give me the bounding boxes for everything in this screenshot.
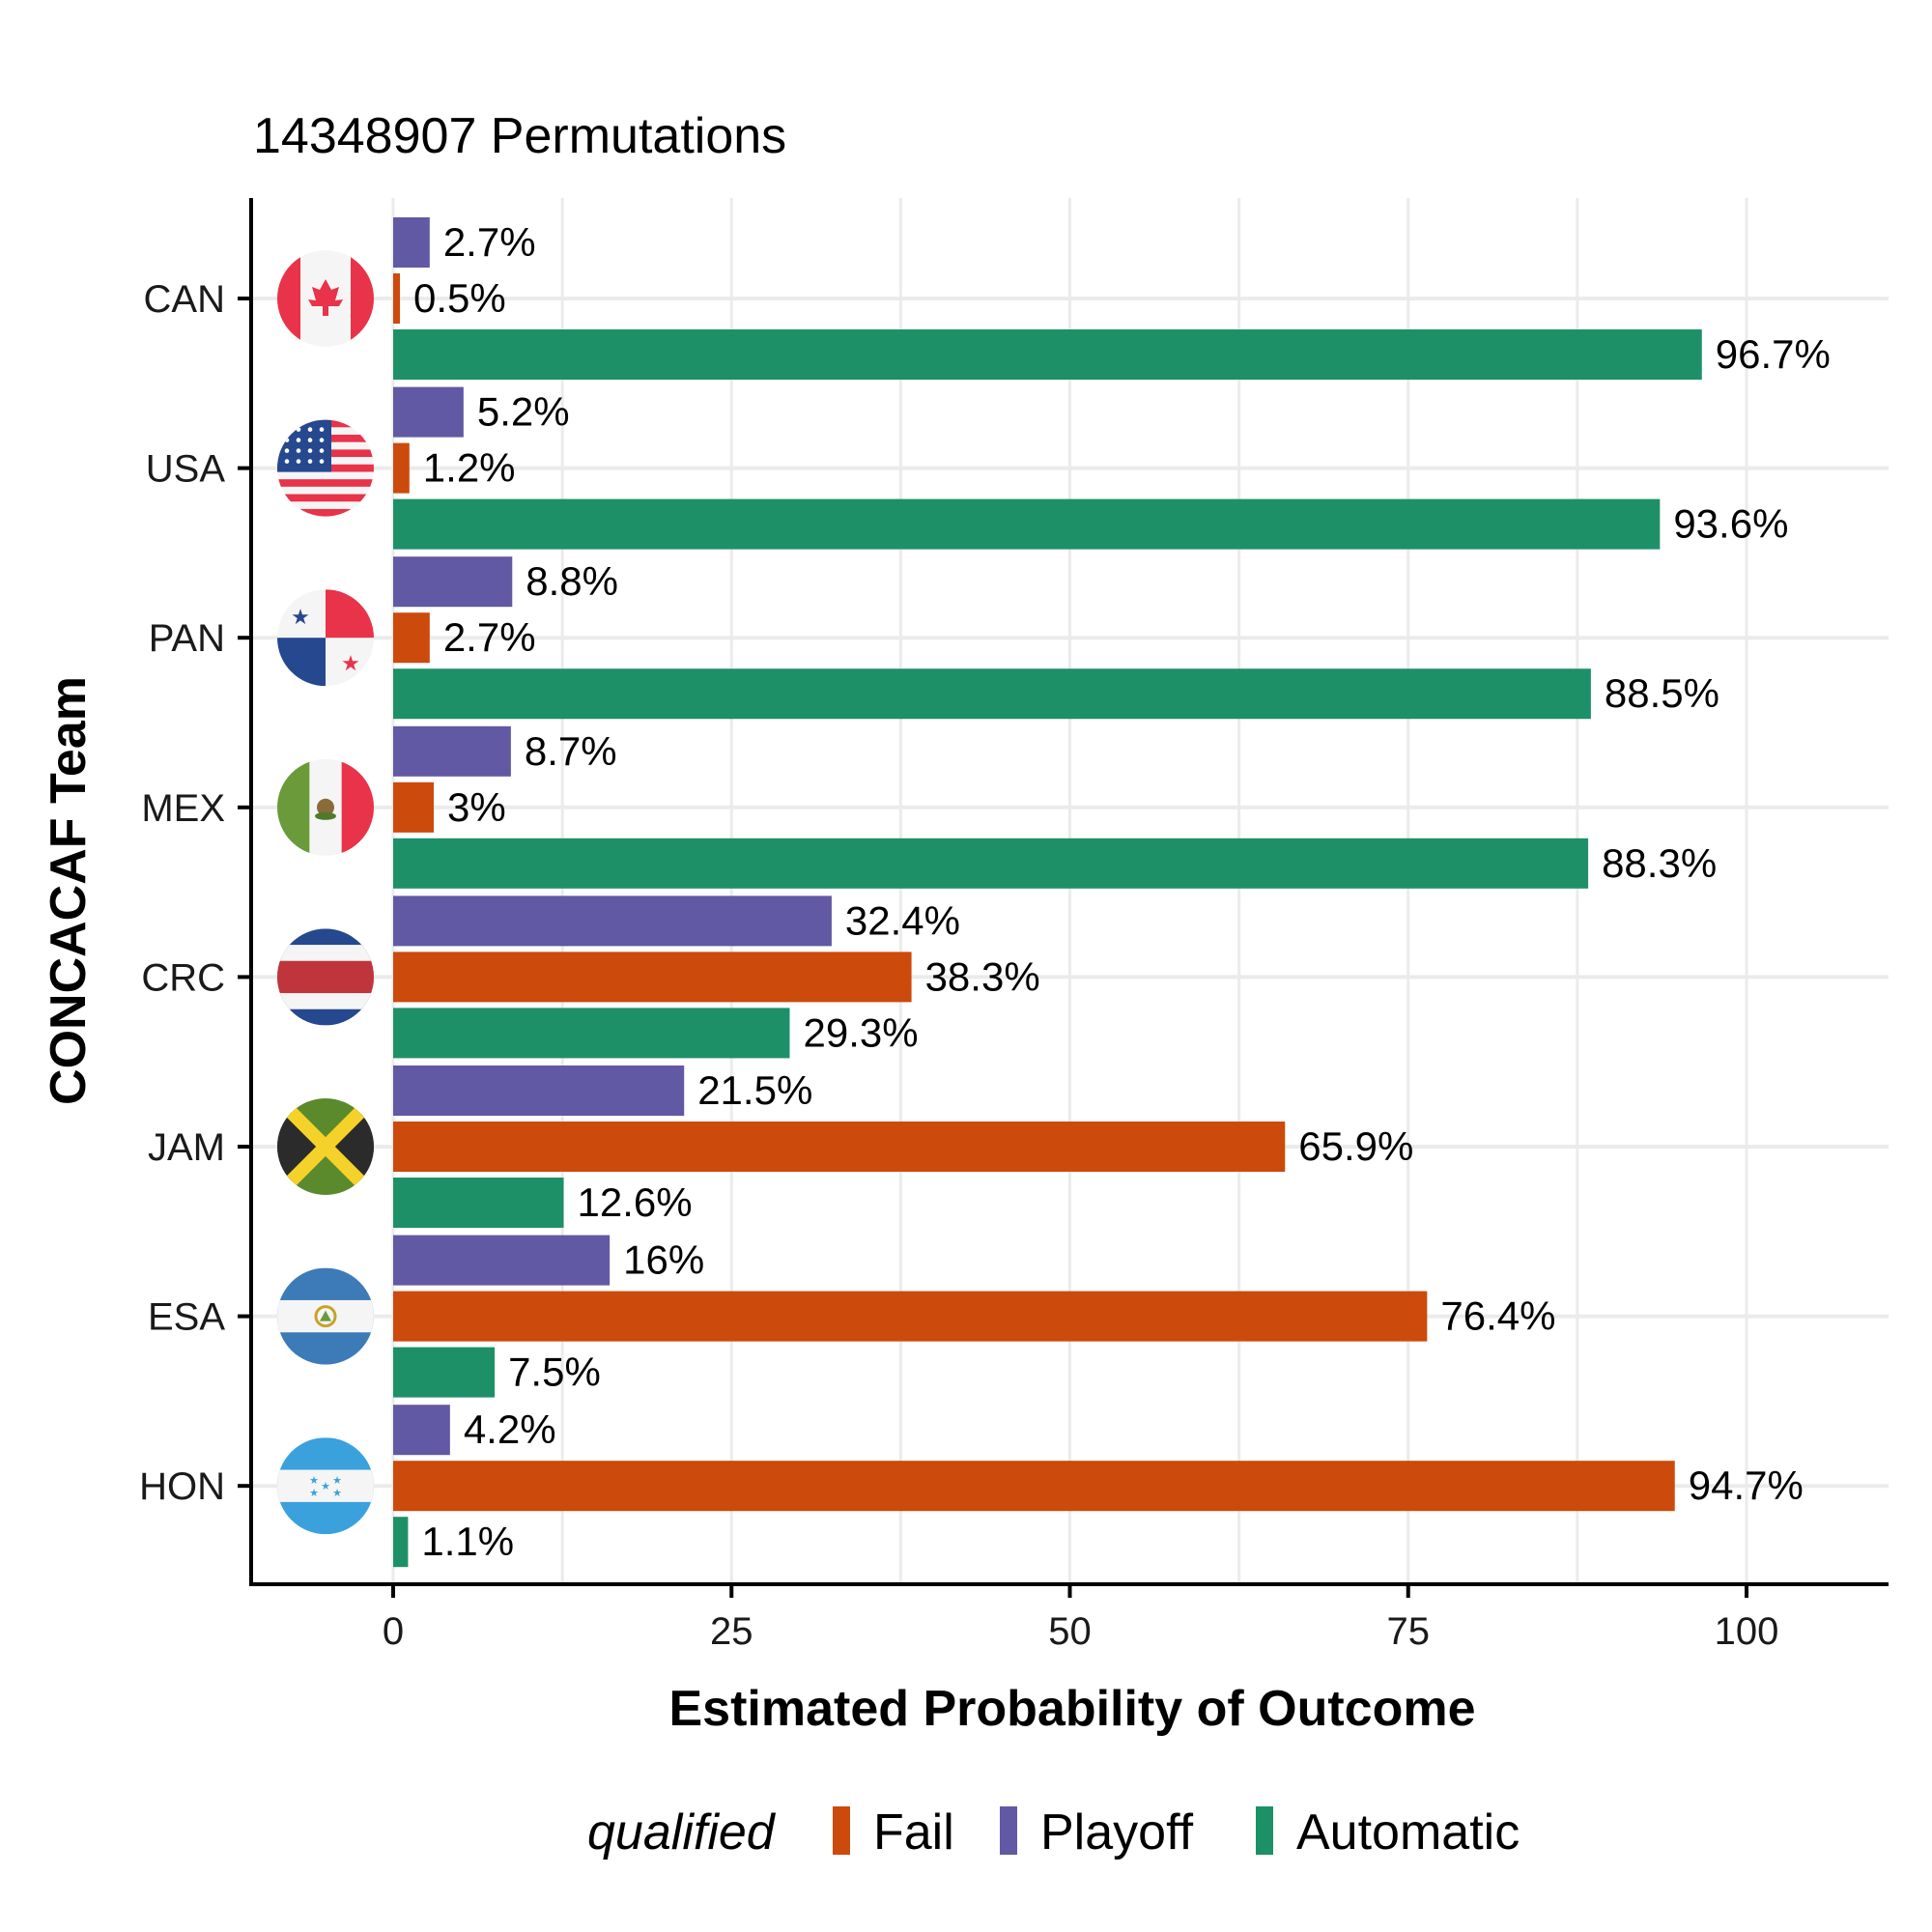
bar-label-playoff-usa: 5.2% (477, 389, 570, 435)
x-axis-title: Estimated Probability of Outcome (668, 1681, 1475, 1737)
legend-item-fail: Fail (833, 1804, 954, 1861)
bar-fail-usa (393, 442, 410, 494)
chart-title: 14348907 Permutations (253, 108, 786, 164)
axes (238, 198, 1889, 1598)
x-tick-label: 100 (1715, 1610, 1779, 1653)
bar-label-playoff-can: 2.7% (443, 219, 536, 265)
canada-flag-icon (277, 250, 374, 347)
y-tick-label-pan: PAN (149, 617, 225, 660)
bar-playoff-pan (393, 556, 513, 608)
svg-text:★: ★ (321, 1480, 330, 1492)
bar-playoff-crc (393, 895, 832, 947)
bar-label-fail-mex: 3% (447, 784, 506, 830)
bar-label-automatic-hon: 1.1% (421, 1519, 514, 1564)
y-tick-label-hon: HON (139, 1465, 225, 1508)
bar-label-automatic-can: 96.7% (1716, 331, 1831, 377)
svg-text:★: ★ (309, 1474, 319, 1487)
y-tick-label-mex: MEX (141, 787, 225, 830)
svg-text:★: ★ (332, 1474, 342, 1487)
bar-playoff-hon (393, 1405, 450, 1456)
bar-label-playoff-pan: 8.8% (526, 558, 618, 604)
bar-automatic-can (393, 329, 1702, 380)
bar-label-fail-jam: 65.9% (1298, 1123, 1413, 1169)
bar-label-fail-esa: 76.4% (1440, 1293, 1555, 1339)
y-tick-labels: CAN USA PAN MEX CRC JAM ESA HON (139, 278, 225, 1508)
bar-labels: 2.7% 5.2% 8.8% 8.7% 32.4% 21.5% 16% 4.2% 0.5% 1.2… (413, 219, 1831, 1564)
bar-label-playoff-mex: 8.7% (525, 728, 617, 774)
bar-label-playoff-jam: 21.5% (697, 1067, 812, 1113)
mexico-flag-icon (277, 758, 374, 856)
bar-label-automatic-pan: 88.5% (1605, 670, 1719, 716)
bar-label-playoff-esa: 16% (623, 1237, 704, 1283)
bar-fail-mex (393, 781, 435, 833)
bar-playoff-mex (393, 725, 511, 777)
usa-flag-icon (277, 419, 374, 517)
panama-flag-icon: ★★ (277, 589, 374, 687)
svg-text:★: ★ (309, 1487, 319, 1499)
flags: ★★★ ★★★ ★ (277, 250, 374, 1535)
bar-label-automatic-crc: 29.3% (803, 1009, 918, 1055)
honduras-flag-icon: ★ ★★★ ★ (277, 1437, 374, 1535)
legend-item-playoff: Playoff (1000, 1804, 1194, 1861)
bar-label-automatic-usa: 93.6% (1673, 501, 1788, 547)
x-tick-label: 25 (710, 1610, 753, 1653)
bar-label-fail-can: 0.5% (413, 275, 506, 321)
y-tick-label-can: CAN (144, 278, 225, 321)
bar-automatic-usa (393, 498, 1661, 550)
bar-fail-can (393, 273, 401, 324)
legend-label-automatic: Automatic (1296, 1804, 1520, 1861)
legend: qualified Fail Playoff Automatic (587, 1804, 1520, 1861)
bar-fail-esa (393, 1291, 1428, 1342)
legend-key-fail (833, 1806, 850, 1855)
jamaica-flag-icon (277, 1098, 374, 1195)
legend-key-automatic (1256, 1806, 1273, 1855)
svg-text:★: ★ (291, 606, 310, 630)
bar-label-automatic-mex: 88.3% (1602, 840, 1717, 886)
bar-fail-jam (393, 1122, 1286, 1172)
legend-title: qualified (587, 1804, 777, 1861)
bar-fail-crc (393, 952, 912, 1003)
svg-text:★: ★ (341, 652, 360, 676)
bar-automatic-crc (393, 1008, 790, 1059)
x-tick-labels: 0 25 50 75 100 (383, 1610, 1779, 1653)
y-tick-label-esa: ESA (148, 1296, 225, 1339)
x-tick-label: 75 (1387, 1610, 1431, 1653)
y-tick-label-usa: USA (146, 448, 226, 491)
legend-item-automatic: Automatic (1256, 1804, 1520, 1861)
legend-label-fail: Fail (873, 1804, 954, 1861)
bar-label-automatic-esa: 7.5% (508, 1350, 601, 1395)
svg-text:★: ★ (332, 1487, 342, 1499)
bar-automatic-jam (393, 1178, 564, 1228)
bar-automatic-pan (393, 668, 1591, 720)
bar-playoff-jam (393, 1065, 685, 1116)
bar-fail-pan (393, 612, 430, 664)
bar-playoff-usa (393, 386, 464, 438)
legend-key-playoff (1000, 1806, 1017, 1855)
bar-playoff-can (393, 217, 430, 268)
x-tick-label: 50 (1048, 1610, 1092, 1653)
legend-label-playoff: Playoff (1040, 1804, 1194, 1861)
costa-rica-flag-icon (277, 928, 374, 1026)
bar-automatic-hon (393, 1517, 409, 1568)
bar-label-fail-usa: 1.2% (423, 445, 516, 491)
bar-automatic-mex (393, 838, 1589, 889)
bar-fail-hon (393, 1461, 1675, 1512)
y-tick-label-crc: CRC (141, 956, 225, 999)
bars (393, 217, 1702, 1568)
bar-label-fail-pan: 2.7% (443, 614, 536, 660)
bar-label-fail-hon: 94.7% (1689, 1463, 1804, 1508)
bar-automatic-esa (393, 1347, 496, 1398)
bar-label-playoff-hon: 4.2% (464, 1406, 556, 1452)
bar-playoff-esa (393, 1235, 611, 1286)
x-tick-label: 0 (383, 1610, 404, 1653)
bar-label-automatic-jam: 12.6% (578, 1179, 693, 1225)
el-salvador-flag-icon (277, 1267, 374, 1365)
bar-label-fail-crc: 38.3% (925, 953, 1040, 999)
y-axis-title: CONCACAF Team (41, 676, 97, 1105)
y-tick-label-jam: JAM (148, 1126, 225, 1169)
bar-label-playoff-crc: 32.4% (845, 897, 960, 943)
